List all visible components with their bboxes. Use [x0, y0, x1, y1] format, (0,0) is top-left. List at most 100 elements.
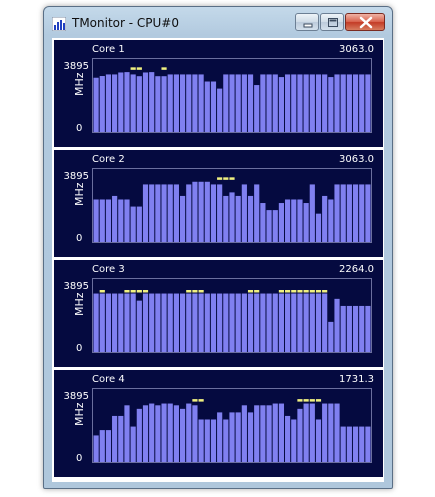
frequency-bar	[272, 403, 278, 462]
frequency-bar	[217, 184, 223, 242]
frequency-bar	[217, 88, 223, 132]
frequency-bar	[254, 293, 260, 352]
frequency-bar	[223, 74, 229, 132]
frequency-bar	[346, 305, 352, 352]
core-label: Core 3	[92, 264, 125, 275]
frequency-bar	[93, 435, 99, 462]
peak-marker	[285, 290, 291, 293]
frequency-bar	[334, 298, 340, 352]
frequency-bar	[149, 72, 155, 132]
frequency-bar	[365, 426, 371, 462]
frequency-bar	[210, 81, 217, 132]
peak-marker	[130, 67, 136, 70]
frequency-bar	[229, 293, 235, 352]
core-label: Core 2	[92, 154, 125, 165]
frequency-bar	[285, 74, 291, 132]
y-axis-unit-label: MHz	[73, 72, 86, 96]
minimize-button[interactable]	[295, 13, 319, 31]
bar-chart	[93, 67, 371, 132]
peak-marker	[217, 177, 223, 180]
frequency-bar	[161, 293, 167, 352]
frequency-bar	[130, 426, 136, 462]
frequency-bar	[241, 74, 247, 132]
peak-marker	[309, 399, 315, 402]
frequency-bar	[173, 293, 179, 352]
frequency-bar	[266, 210, 272, 242]
frequency-bar	[247, 195, 254, 242]
frequency-bar	[346, 426, 352, 462]
frequency-bar	[118, 293, 124, 352]
frequency-bar	[352, 305, 359, 352]
frequency-bar	[254, 184, 260, 242]
frequency-bar	[204, 81, 210, 132]
peak-marker	[291, 290, 297, 293]
y-axis-max-label: 3895	[63, 61, 89, 72]
frequency-bar	[334, 74, 340, 132]
frequency-bar	[260, 74, 266, 132]
frequency-bar	[192, 181, 198, 242]
frequency-bar	[149, 293, 155, 352]
frequency-bar	[235, 195, 241, 242]
frequency-bar	[204, 293, 210, 352]
frequency-bar	[291, 419, 297, 462]
frequency-bar	[179, 408, 186, 462]
frequency-plot	[92, 168, 372, 243]
frequency-bar	[186, 293, 192, 352]
frequency-plot	[92, 278, 372, 353]
peak-marker	[247, 290, 254, 293]
y-axis-max-label: 3895	[63, 171, 89, 182]
peak-marker	[223, 177, 229, 180]
frequency-bar	[167, 74, 173, 132]
bar-chart	[93, 399, 371, 462]
peak-marker	[278, 290, 285, 293]
peak-marker	[322, 290, 328, 293]
title-bar[interactable]: TMonitor - CPU#0	[44, 7, 392, 37]
frequency-bar	[118, 72, 124, 132]
close-button[interactable]	[345, 13, 385, 31]
frequency-bar	[272, 210, 278, 242]
frequency-bar	[247, 293, 254, 352]
frequency-bar	[352, 74, 359, 132]
peak-marker	[198, 399, 204, 402]
frequency-bar	[142, 293, 149, 352]
frequency-bar	[291, 199, 297, 242]
frequency-bar	[173, 74, 179, 132]
maximize-button[interactable]	[320, 13, 344, 31]
frequency-bar	[291, 74, 297, 132]
peak-marker	[130, 290, 136, 293]
peak-marker	[186, 290, 192, 293]
frequency-bar	[223, 419, 229, 462]
frequency-bar	[124, 199, 130, 242]
y-axis-zero-label: 0	[76, 343, 83, 354]
core-label: Core 1	[92, 44, 125, 55]
frequency-bar	[136, 206, 142, 242]
frequency-bar	[130, 293, 136, 352]
frequency-bar	[278, 403, 285, 462]
frequency-bar	[210, 184, 217, 242]
frequency-bar	[99, 430, 105, 462]
frequency-bar	[198, 181, 204, 242]
frequency-bar	[198, 74, 204, 132]
frequency-bar	[352, 184, 359, 242]
frequency-bar	[149, 403, 155, 462]
frequency-bar	[303, 203, 309, 242]
frequency-bar	[247, 74, 254, 132]
frequency-bar	[278, 203, 285, 242]
bar-chart-app-icon	[51, 16, 67, 32]
frequency-bar	[322, 195, 328, 242]
frequency-bar	[136, 76, 142, 132]
peak-marker	[303, 399, 309, 402]
frequency-bar	[149, 184, 155, 242]
frequency-bar	[285, 415, 291, 462]
frequency-bar	[285, 293, 291, 352]
frequency-bar	[241, 293, 247, 352]
frequency-bar	[186, 403, 192, 462]
frequency-bar	[130, 74, 136, 132]
bar-chart	[93, 177, 371, 242]
frequency-bar	[260, 293, 266, 352]
frequency-bar	[328, 77, 334, 132]
frequency-bar	[340, 74, 346, 132]
frequency-bar	[217, 293, 223, 352]
peak-marker	[99, 290, 105, 293]
peak-marker	[315, 399, 322, 402]
